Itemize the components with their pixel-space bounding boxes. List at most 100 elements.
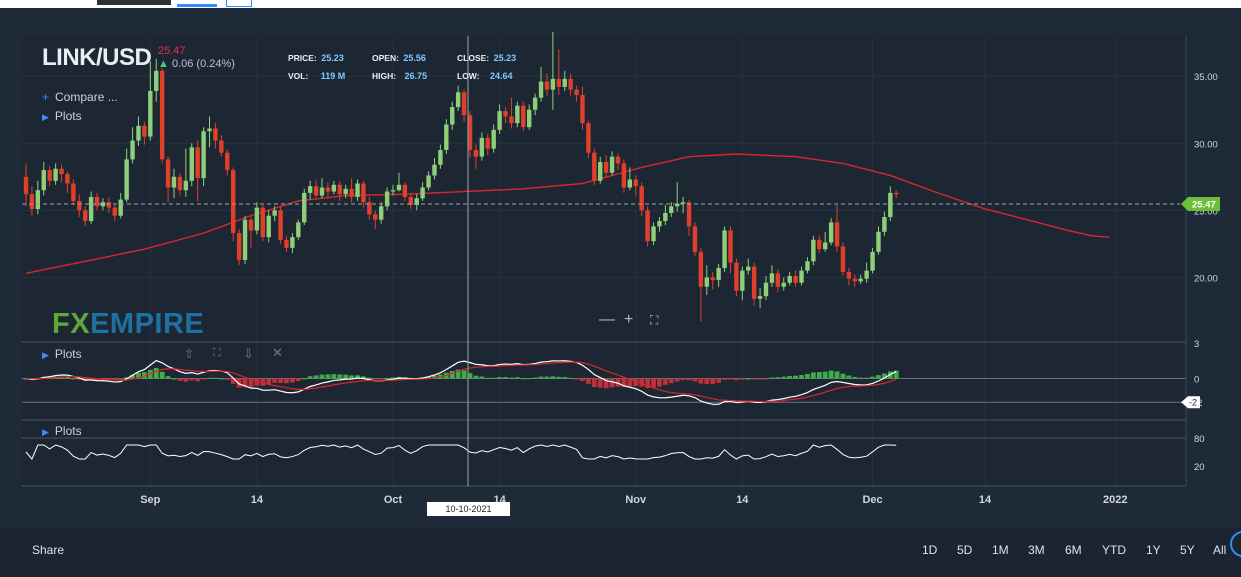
expand-icon[interactable]: ⛶ — [213, 347, 221, 359]
macd-histogram-bar — [426, 376, 431, 379]
macd-histogram-bar — [722, 378, 727, 380]
zoom-out-icon[interactable]: — — [599, 311, 615, 328]
plus-icon: + — [42, 90, 50, 104]
candle-body — [823, 242, 828, 250]
range-1y[interactable]: 1Y — [1146, 543, 1161, 557]
candle-body — [278, 210, 283, 240]
candle-body — [544, 81, 550, 90]
macd-histogram-bar — [70, 378, 76, 380]
candle-body — [817, 239, 822, 250]
fxempire-logo: FXEMPIRE — [52, 308, 205, 340]
macd-histogram-bar — [390, 377, 396, 379]
candle-body — [888, 192, 893, 218]
macd-histogram-bar — [248, 378, 254, 388]
tab-indicator-active[interactable] — [177, 4, 217, 7]
candle-body — [515, 105, 520, 124]
macd-histogram-bar — [852, 376, 858, 379]
candle-body — [402, 184, 408, 197]
macd-histogram-bar — [716, 378, 722, 383]
candle-body — [751, 266, 757, 299]
candle-body — [189, 147, 194, 181]
candle-body — [438, 149, 443, 165]
range-1m[interactable]: 1M — [992, 543, 1009, 557]
candle-body — [793, 276, 798, 283]
crosshair-date-label: 10-10-2021 — [427, 502, 510, 516]
macd-histogram-bar — [171, 378, 177, 380]
candle-body — [23, 176, 29, 195]
move-up-icon[interactable]: ⇧ — [184, 347, 195, 361]
candle-body — [710, 277, 715, 281]
candle-body — [337, 184, 342, 195]
candle-body — [870, 251, 875, 271]
candle-body — [242, 219, 248, 260]
candle-body — [894, 192, 899, 195]
candle-body — [728, 230, 733, 263]
macd-histogram-bar — [734, 378, 739, 381]
close-icon[interactable]: ✕ — [272, 345, 283, 360]
oscillator-line — [25, 444, 897, 460]
range-3m[interactable]: 3M — [1028, 543, 1045, 557]
compare-button[interactable]: + Compare ... — [42, 90, 118, 104]
candle-body — [609, 156, 615, 173]
tab-indicator-outline[interactable] — [226, 0, 252, 7]
fullscreen-icon[interactable]: ⛶ — [650, 313, 659, 327]
macd-histogram-bar — [118, 378, 124, 380]
macd-histogram-bar — [674, 378, 680, 382]
candle-body — [663, 213, 668, 222]
macd-tick-label: 3 — [1194, 339, 1199, 350]
x-tick-label: Dec — [862, 494, 882, 506]
macd-histogram-bar — [657, 378, 662, 387]
candle-body — [550, 78, 556, 90]
plots-toggle-macd[interactable]: ▶ Plots — [42, 347, 82, 361]
macd-histogram-bar — [455, 369, 461, 379]
candle-body — [65, 174, 70, 184]
macd-histogram-bar — [864, 377, 870, 379]
range-1d[interactable]: 1D — [922, 543, 938, 557]
range-ytd[interactable]: YTD — [1102, 543, 1126, 557]
macd-histogram-bar — [805, 374, 810, 379]
candle-body — [621, 163, 627, 188]
candle-body — [556, 78, 561, 87]
candle-body — [154, 70, 159, 91]
range-all[interactable]: All — [1213, 543, 1227, 557]
candle-body — [704, 277, 709, 287]
tab-indicator-dark[interactable] — [97, 0, 171, 5]
zoom-in-icon[interactable]: + — [624, 311, 634, 328]
candle-body — [568, 78, 573, 90]
y-tick-label: 20.00 — [1194, 273, 1218, 284]
macd-line — [25, 359, 897, 405]
candle-body — [106, 202, 112, 208]
macd-histogram-bar — [870, 376, 875, 379]
candle-body — [296, 222, 301, 238]
macd-histogram-bar — [556, 376, 562, 379]
macd-histogram-bar — [159, 371, 165, 379]
range-5y[interactable]: 5Y — [1180, 543, 1195, 557]
candle-body — [811, 239, 816, 262]
macd-histogram-bar — [497, 377, 502, 379]
range-5d[interactable]: 5D — [957, 543, 973, 557]
candle-body — [698, 251, 704, 287]
range-6m[interactable]: 6M — [1065, 543, 1082, 557]
macd-histogram-bar — [704, 378, 710, 385]
macd-histogram-bar — [213, 377, 218, 379]
macd-histogram-bar — [834, 371, 840, 379]
candle-body — [35, 190, 41, 209]
candle-body — [787, 276, 792, 283]
play-icon: ▶ — [42, 112, 49, 122]
plots-toggle[interactable]: ▶ Plots — [42, 109, 82, 123]
macd-histogram-bar — [882, 373, 887, 379]
macd-histogram-bar — [574, 378, 579, 380]
share-button[interactable]: Share — [32, 543, 65, 557]
candle-body — [775, 273, 781, 287]
candle-body — [225, 152, 230, 171]
macd-histogram-bar — [319, 374, 325, 379]
candle-body — [142, 125, 147, 137]
candle-body — [497, 111, 502, 130]
candle-body — [834, 222, 840, 247]
plots-toggle-oscillator[interactable]: ▶ Plots — [42, 424, 82, 438]
move-down-icon[interactable]: ⇩ — [243, 346, 254, 361]
candle-body — [509, 116, 514, 124]
price-change: ▲ 0.06 (0.24%) — [158, 58, 235, 70]
candle-body — [379, 206, 384, 220]
